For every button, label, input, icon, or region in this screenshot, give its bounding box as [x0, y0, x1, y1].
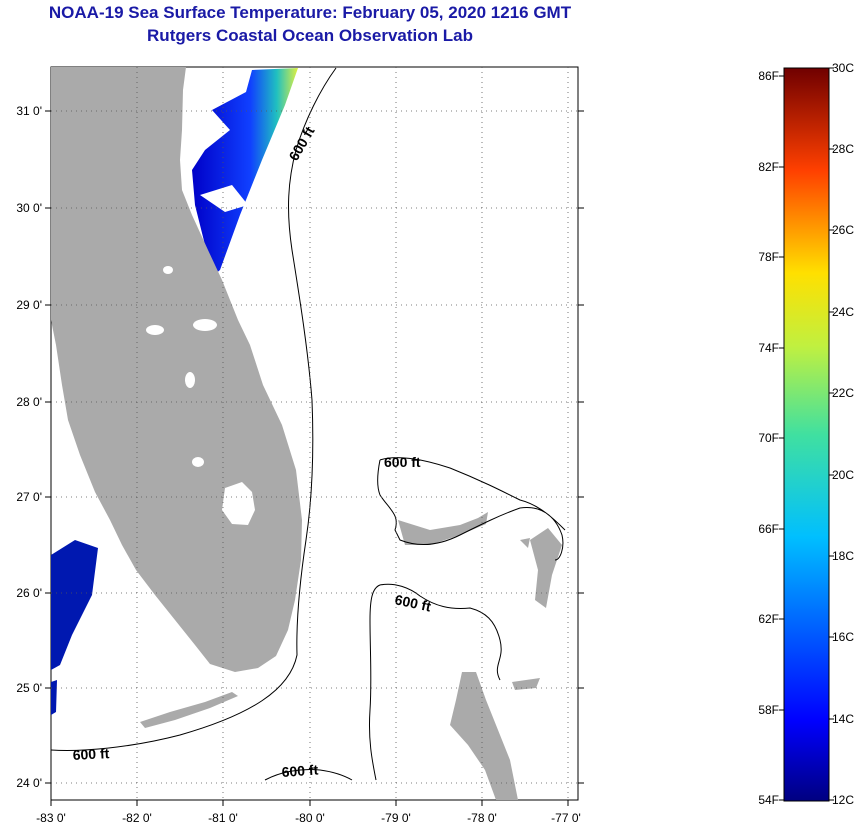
sst-swath-atlantic: [192, 68, 298, 275]
andros-island: [450, 672, 518, 800]
lon-label: -77 0': [551, 811, 581, 825]
lat-label: 27 0': [16, 490, 42, 504]
latitude-labels: 31 0' 30 0' 29 0' 28 0' 27 0' 26 0' 25 0…: [16, 104, 42, 790]
fahrenheit-labels: 86F 82F 78F 74F 70F 66F 62F 58F 54F: [758, 69, 779, 807]
lon-label: -81 0': [208, 811, 238, 825]
lat-label: 31 0': [16, 104, 42, 118]
lat-label: 28 0': [16, 395, 42, 409]
longitude-labels: -83 0' -82 0' -81 0' -80 0' -79 0' -78 0…: [36, 811, 581, 825]
celsius-label: 16C: [832, 630, 854, 644]
celsius-ticks: [829, 67, 834, 801]
fahrenheit-label: 62F: [758, 612, 779, 626]
gridlines: [51, 67, 578, 800]
florida-keys: [140, 692, 238, 728]
grand-bahama: [398, 512, 488, 545]
contour-label: 600 ft: [72, 745, 110, 763]
fahrenheit-label: 54F: [758, 793, 779, 807]
inland-lake: [146, 325, 164, 335]
celsius-label: 14C: [832, 712, 854, 726]
lon-label: -80 0': [295, 811, 325, 825]
lat-label: 25 0': [16, 681, 42, 695]
sst-swath-gulf-small: [51, 680, 57, 715]
inland-lake: [192, 457, 204, 467]
celsius-label: 18C: [832, 549, 854, 563]
inland-lake: [163, 266, 173, 274]
depth-contour-florida: [51, 67, 337, 751]
fahrenheit-label: 78F: [758, 250, 779, 264]
lat-label: 29 0': [16, 298, 42, 312]
celsius-label: 28C: [832, 142, 854, 156]
abaco-island: [530, 528, 562, 608]
map-title: NOAA-19 Sea Surface Temperature: Februar…: [48, 3, 572, 22]
lat-label: 24 0': [16, 776, 42, 790]
celsius-label: 20C: [832, 468, 854, 482]
fahrenheit-label: 82F: [758, 160, 779, 174]
axis-ticks: [45, 110, 584, 806]
celsius-label: 22C: [832, 386, 854, 400]
contour-label: 600 ft: [384, 454, 421, 470]
depth-contour-little-bahama: [377, 457, 566, 561]
fahrenheit-label: 58F: [758, 703, 779, 717]
contour-label: 600 ft: [281, 761, 319, 780]
lat-label: 30 0': [16, 201, 42, 215]
celsius-label: 26C: [832, 223, 854, 237]
lon-label: -79 0': [381, 811, 411, 825]
fahrenheit-label: 66F: [758, 522, 779, 536]
fahrenheit-label: 74F: [758, 341, 779, 355]
fahrenheit-label: 86F: [758, 69, 779, 83]
contour-label: 600 ft: [393, 591, 432, 614]
sst-swath-gulf: [51, 540, 98, 670]
celsius-labels: 30C 28C 26C 24C 22C 20C 18C 16C 14C 12C: [832, 61, 854, 807]
depth-contour-cuba: [264, 769, 353, 781]
celsius-label: 30C: [832, 61, 854, 75]
small-island: [520, 538, 530, 548]
inland-lake: [193, 319, 217, 331]
fahrenheit-label: 70F: [758, 431, 779, 445]
lon-label: -78 0': [467, 811, 497, 825]
lon-label: -82 0': [122, 811, 152, 825]
berry-islands: [512, 678, 540, 690]
lat-label: 26 0': [16, 586, 42, 600]
lon-label: -83 0': [36, 811, 66, 825]
celsius-label: 12C: [832, 793, 854, 807]
lake-okeechobee: [222, 482, 255, 525]
celsius-label: 24C: [832, 305, 854, 319]
map-subtitle: Rutgers Coastal Ocean Observation Lab: [147, 26, 473, 45]
depth-contour-great-bahama: [368, 583, 502, 781]
inland-lake: [185, 372, 195, 388]
temperature-colorbar: [783, 67, 830, 802]
cloud-gap: [200, 185, 248, 212]
fahrenheit-ticks: [779, 75, 784, 801]
